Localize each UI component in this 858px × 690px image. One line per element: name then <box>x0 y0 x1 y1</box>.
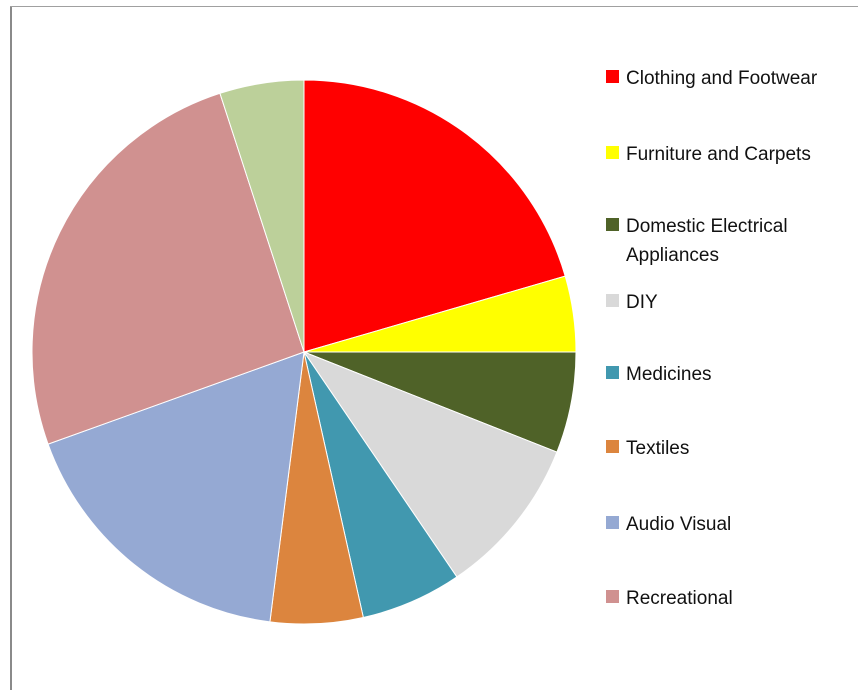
legend-label: Domestic Electrical Appliances <box>626 216 788 266</box>
legend-label: Recreational <box>626 588 733 609</box>
legend-item: Audio Visual <box>606 510 841 539</box>
legend-swatch <box>606 294 619 307</box>
pie-slice-unlabeled <box>219 79 305 353</box>
legend-swatch <box>606 146 619 159</box>
legend-swatch <box>606 590 619 603</box>
legend-label: Audio Visual <box>626 514 732 535</box>
pie-slice-recreational <box>31 92 305 445</box>
legend-item: Furniture and Carpets <box>606 140 841 169</box>
legend-label: Furniture and Carpets <box>626 144 811 165</box>
legend-swatch <box>606 516 619 529</box>
legend-swatch <box>606 218 619 231</box>
legend-item: Domestic Electrical Appliances <box>606 212 841 270</box>
legend-swatch <box>606 70 619 83</box>
legend-item: Clothing and Footwear <box>606 64 841 93</box>
pie-slice-clothing-and-footwear <box>303 79 566 353</box>
chart-border-top <box>10 6 858 7</box>
legend-item: Recreational <box>606 584 841 613</box>
legend-swatch <box>606 366 619 379</box>
chart-border-left <box>10 6 12 690</box>
legend-swatch <box>606 440 619 453</box>
legend-label: Medicines <box>626 364 712 385</box>
legend-label: DIY <box>626 292 658 313</box>
legend-item: DIY <box>606 288 841 317</box>
legend-label: Clothing and Footwear <box>626 68 818 89</box>
pie-slice-audio-visual <box>47 351 305 623</box>
legend-item: Textiles <box>606 434 841 463</box>
legend-label: Textiles <box>626 438 690 459</box>
pie-slices <box>31 79 577 625</box>
legend-item: Medicines <box>606 360 841 389</box>
pie-slice-diy <box>302 350 558 578</box>
